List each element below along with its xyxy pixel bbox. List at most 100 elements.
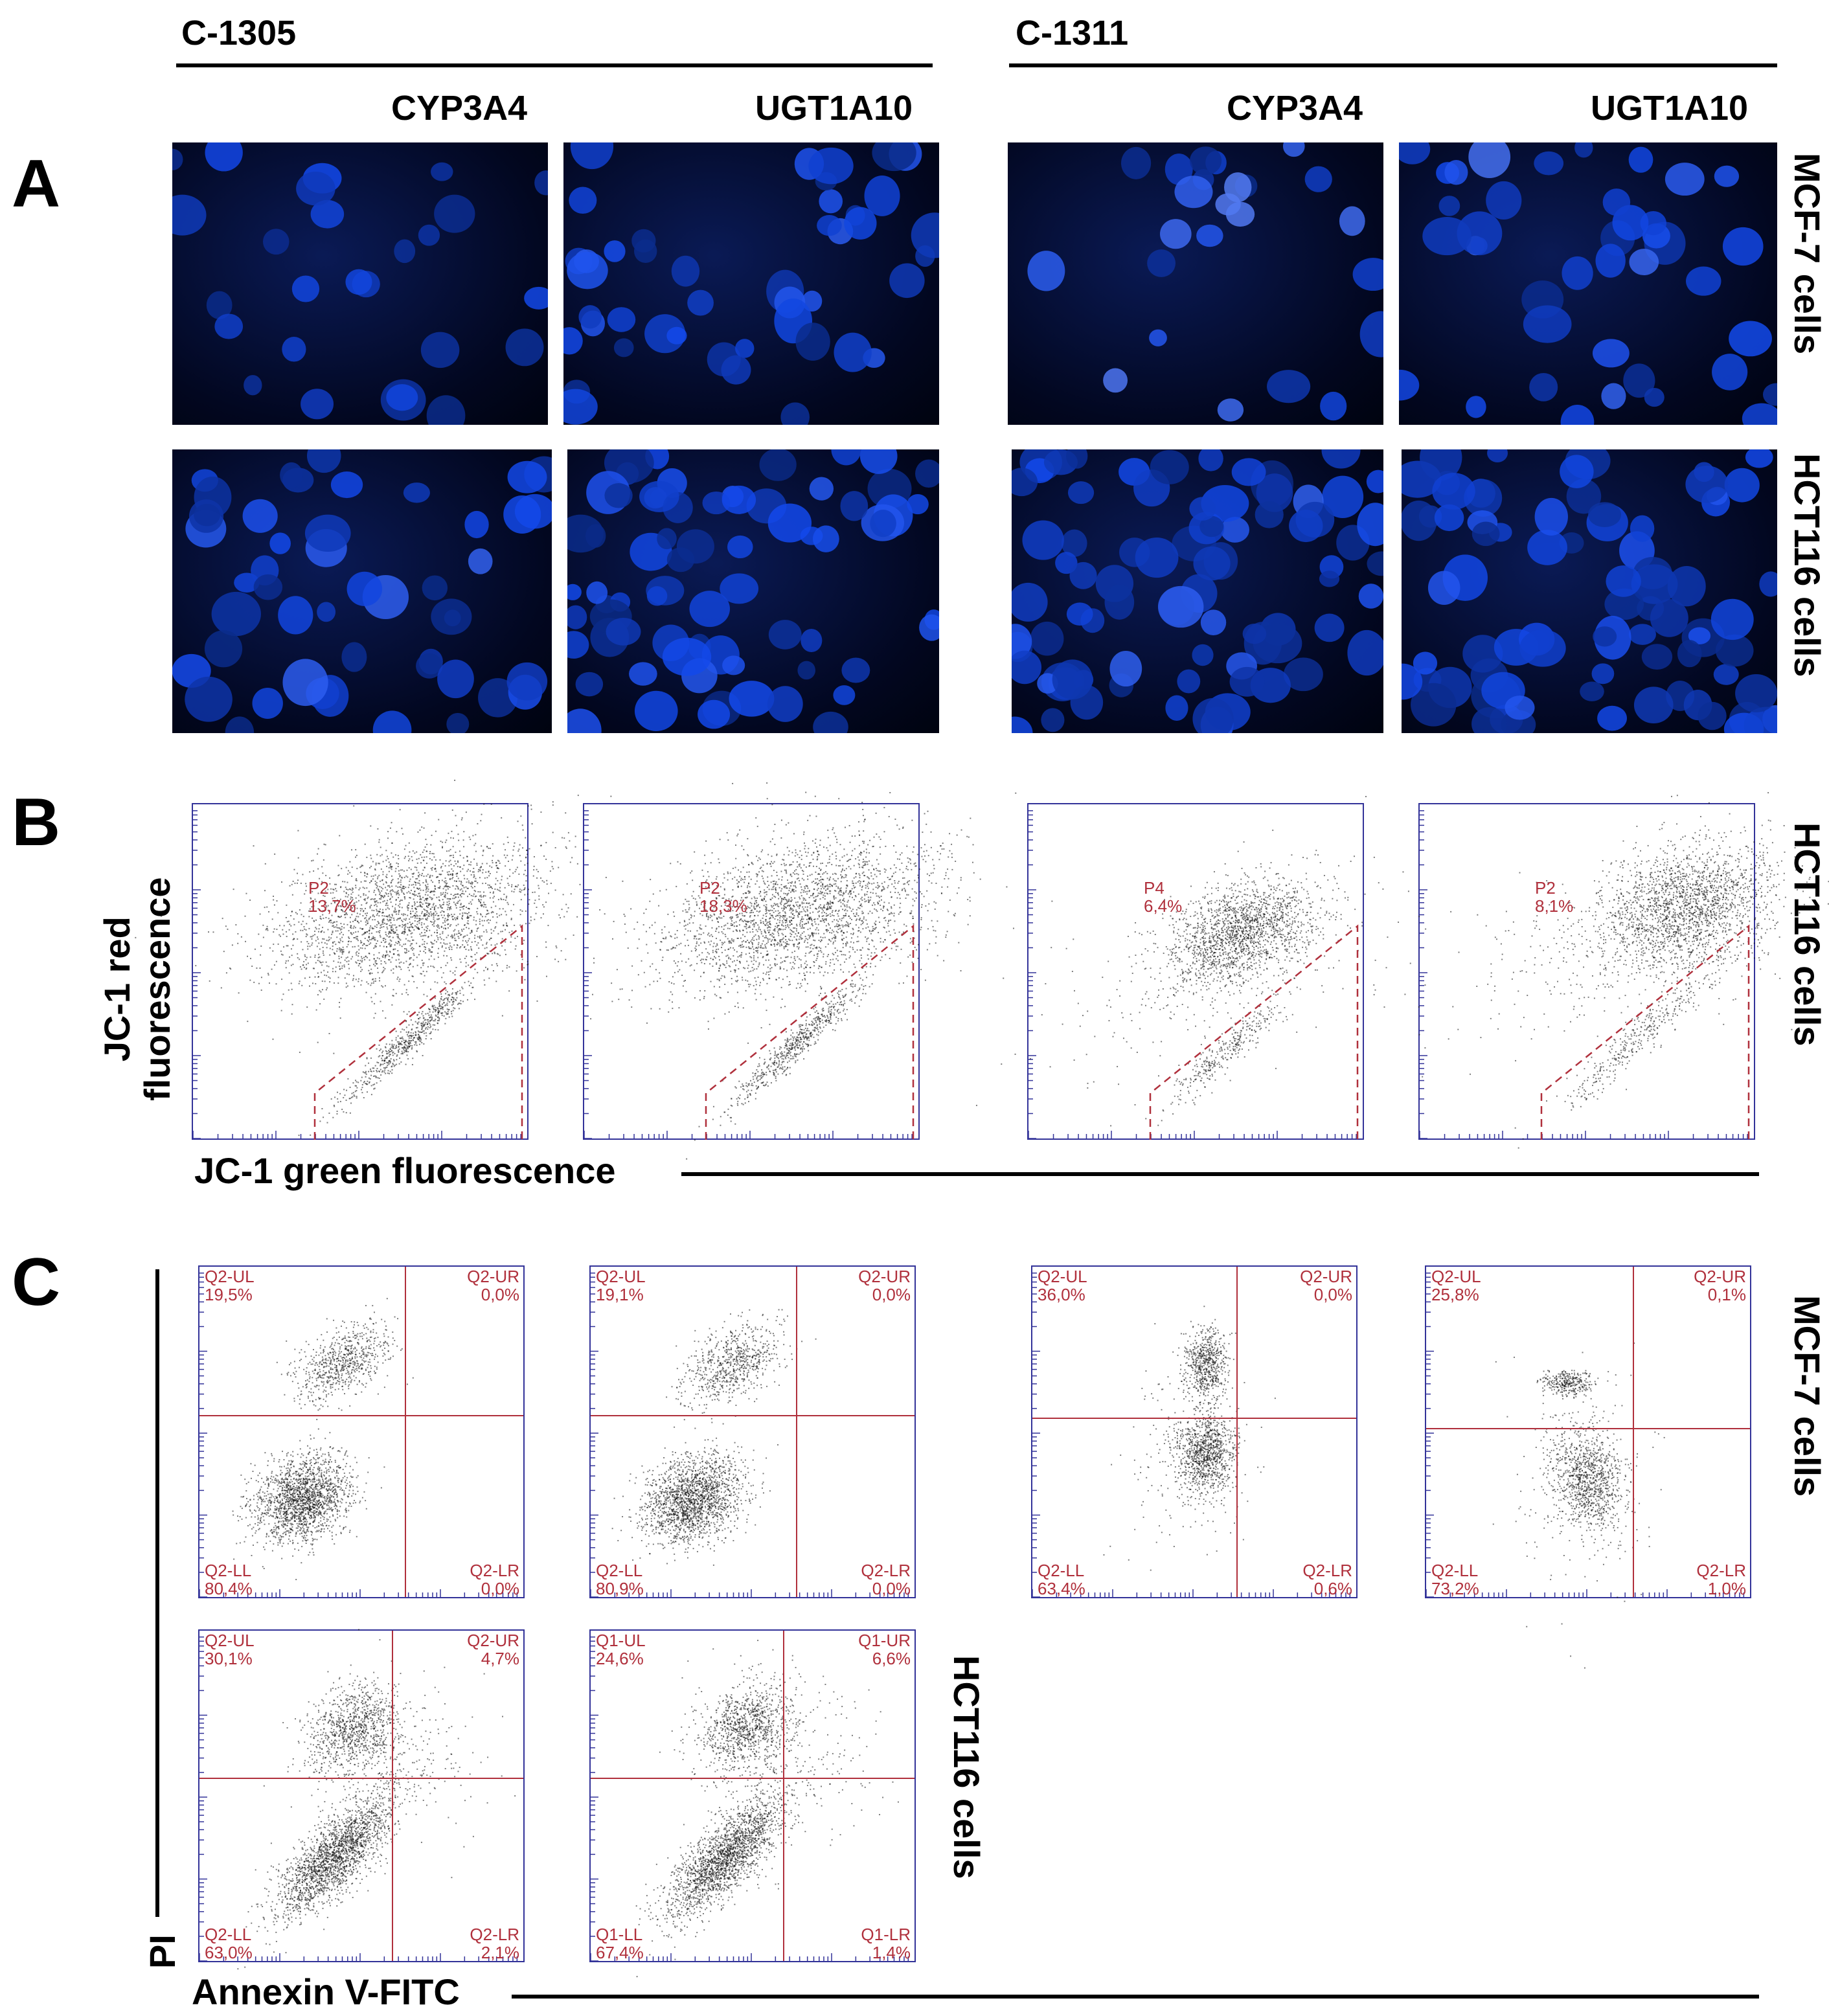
cell-nucleus [634,690,678,731]
cell-nucleus [872,142,916,172]
cell-nucleus [1630,515,1655,542]
event-cloud [536,782,1017,1044]
micrograph-mcf7-c1311-ugt1a10 [1399,142,1777,425]
compound-label-c1305: C-1305 [181,16,296,51]
cell-nucleus [1150,449,1189,484]
cell-nucleus [278,596,313,635]
quadrant-label-ur: Q2-UR [467,1631,519,1650]
cell-nucleus [1601,383,1626,409]
micrograph-hct116-c1305-cyp3a4 [172,449,552,733]
cell-nucleus [172,194,207,236]
quadrant-label-lr: Q2-LR [1302,1561,1352,1580]
cell-nucleus [889,263,925,299]
cell-nucleus [1304,166,1332,192]
cell-nucleus [422,575,448,601]
quadrant-label-ll: Q2-LL [205,1561,251,1580]
cell-nucleus [795,323,830,361]
cell-nucleus [570,142,614,170]
quadrant-value-ul: 19,1% [596,1285,644,1304]
plot-frame [1425,1265,1751,1598]
cell-nucleus [1320,391,1347,421]
cell-nucleus [578,305,602,329]
flow-plot-c-mcf7-2: Q2-UL 19,1% Q2-UR 0,0% Q2-LL 80,9% Q2-LR 0,0% [589,1265,916,1598]
cell-nucleus [296,172,335,206]
cell-nucleus [310,199,345,229]
quadrant-value-ll: 63,4% [1038,1579,1085,1598]
cell-nucleus [759,449,797,481]
cell-nucleus [1677,640,1702,668]
event-cloud [276,1298,414,1434]
cell-nucleus [1189,497,1216,521]
cell-nucleus [253,574,283,600]
plot-frame [1027,803,1364,1140]
cell-nucleus [1623,363,1655,398]
cell-nucleus [607,307,636,332]
cell-nucleus [1580,681,1604,701]
cell-nucleus [721,355,751,385]
cell-nucleus [1192,697,1234,733]
cell-nucleus [244,375,262,396]
cell-nucleus [291,275,320,302]
cell-nucleus [812,525,839,552]
cell-nucleus [172,148,183,170]
cell-nucleus [434,194,475,233]
cell-nucleus [1030,621,1064,656]
cell-nucleus [1688,627,1711,645]
cell-nucleus [301,389,334,420]
cell-nucleus [613,338,634,357]
cell-nucleus [767,686,803,722]
cell-nucleus [1352,258,1383,291]
cell-nucleus [797,661,815,680]
cell-nucleus [575,672,604,697]
cell-nucleus [1066,602,1093,626]
cell-nucleus [1149,329,1167,346]
plot-frame [1418,803,1755,1140]
panel-b-xaxis-rule [681,1172,1759,1176]
cell-nucleus [1527,530,1567,565]
flow-plot-c-hct116-1: Q2-UL 30,1% Q2-UR 4,7% Q2-LL 63,0% Q2-LR 2,1% [198,1629,525,1970]
cell-nucleus [1367,551,1383,576]
cell-nucleus [262,229,290,255]
cell-nucleus [569,187,597,214]
event-cloud [659,1640,899,1885]
panel-b-ylabel-line1: JC-1 red [97,878,137,1102]
compound-label-c1311: C-1311 [1016,16,1128,51]
cell-nucleus [1399,369,1420,401]
cell-nucleus [833,685,856,705]
quadrant-label-lr: Q2-LR [470,1925,519,1944]
quadrant-value-lr: 0,0% [481,1579,519,1598]
event-cloud [298,940,510,1137]
event-cloud [263,1639,516,1879]
compound-rule-c1311 [1009,63,1777,67]
row-label-hct116-b: HCT116 cells [1787,822,1828,1047]
quadrant-value-lr: 0,0% [872,1579,911,1598]
cell-nucleus [1471,707,1507,733]
cell-nucleus [194,504,221,527]
cell-nucleus [722,655,745,675]
panel-letter-b: B [12,789,60,856]
cell-nucleus [346,571,383,606]
cell-nucleus [1593,626,1617,647]
panel-c-xlabel: Annexin V-FITC [192,1974,460,2010]
cell-nucleus [1411,683,1457,727]
cell-nucleus [666,547,695,572]
cell-nucleus [817,215,842,236]
cell-nucleus [767,503,812,543]
cell-nucleus [1667,566,1706,607]
cell-nucleus [394,239,416,264]
quadrant-label-lr: Q2-LR [861,1561,911,1580]
cell-nucleus [1147,249,1176,277]
cell-nucleus [280,462,303,488]
cell-nucleus [426,395,466,425]
gate-polygon [1540,924,1750,1140]
event-cloud [1145,969,1316,1126]
enzyme-label-c1305-ugt1a10: UGT1A10 [755,91,913,126]
cell-nucleus [639,481,679,512]
quadrant-value-ul: 24,6% [596,1649,644,1668]
flow-plot-c-hct116-2: Q1-UL 24,6% Q1-UR 6,6% Q1-LL 67,4% Q1-LR 1,4% [589,1629,916,1978]
quadrant-label-ll: Q2-LL [1038,1561,1084,1580]
cell-nucleus [698,699,731,729]
plot-frame [583,803,920,1140]
cell-nucleus [1595,244,1626,278]
quadrant-value-lr: 1,4% [872,1943,911,1962]
